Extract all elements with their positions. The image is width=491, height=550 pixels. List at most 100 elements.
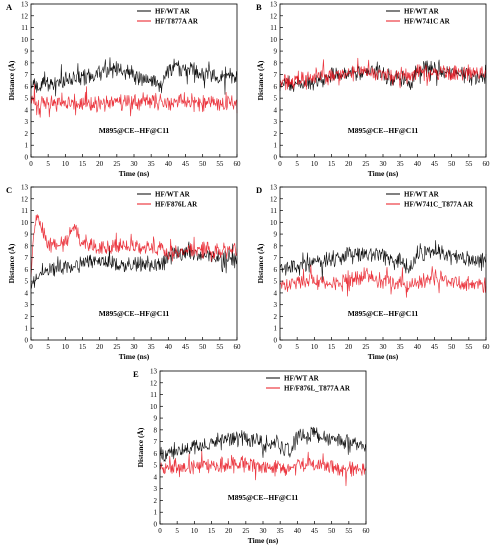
x-tick-label: 55 bbox=[465, 343, 473, 351]
y-tick-label: 3 bbox=[154, 485, 158, 493]
y-axis-label: Distance (Å) bbox=[7, 243, 16, 283]
x-tick-label: 5 bbox=[295, 160, 299, 168]
y-tick-label: 0 bbox=[274, 154, 278, 162]
x-tick-label: 45 bbox=[431, 160, 439, 168]
x-tick-label: 10 bbox=[62, 160, 70, 168]
x-tick-label: 25 bbox=[242, 527, 250, 535]
plot-annotation: M895@CE--HF@C11 bbox=[348, 309, 419, 318]
y-tick-label: 0 bbox=[154, 521, 158, 529]
y-tick-label: 6 bbox=[25, 83, 29, 91]
y-tick-label: 2 bbox=[25, 130, 29, 138]
x-tick-label: 10 bbox=[311, 160, 319, 168]
series-line-1 bbox=[159, 426, 367, 462]
plot-annotation: M895@CE--HF@C11 bbox=[99, 126, 170, 135]
x-tick-label: 20 bbox=[345, 343, 353, 351]
plot-annotation: M895@CE--HF@C11 bbox=[99, 309, 170, 318]
legend: HF/WT AR HF/T877A AR bbox=[137, 8, 199, 26]
x-tick-label: 0 bbox=[278, 343, 282, 351]
x-tick-label: 50 bbox=[199, 160, 207, 168]
y-tick-label: 0 bbox=[25, 154, 29, 162]
y-tick-label: 6 bbox=[154, 450, 158, 458]
y-tick-label: 12 bbox=[21, 12, 29, 20]
legend-label-1: HF/WT AR bbox=[404, 8, 440, 16]
x-tick-label: 5 bbox=[175, 527, 179, 535]
x-tick-label: 60 bbox=[483, 160, 491, 168]
plot-annotation: M895@CE--HF@C11 bbox=[348, 126, 419, 135]
y-tick-label: 9 bbox=[274, 231, 278, 239]
x-tick-label: 25 bbox=[362, 160, 370, 168]
y-tick-label: 1 bbox=[274, 325, 278, 333]
y-tick-label: 13 bbox=[21, 184, 29, 192]
y-tick-label: 3 bbox=[25, 118, 29, 126]
legend-label-2: HF/W741C_T877A AR bbox=[404, 201, 474, 209]
x-axis-label: Time (ns) bbox=[368, 352, 399, 361]
y-tick-label: 10 bbox=[21, 219, 29, 227]
y-tick-label: 2 bbox=[274, 313, 278, 321]
y-tick-label: 12 bbox=[270, 195, 278, 203]
x-tick-label: 10 bbox=[191, 527, 199, 535]
y-tick-label: 8 bbox=[274, 59, 278, 67]
y-tick-label: 6 bbox=[274, 266, 278, 274]
legend: HF/WT AR HF/W741C_T877A AR bbox=[386, 191, 474, 209]
panel-label: D bbox=[256, 185, 262, 195]
x-axis-label: Time (ns) bbox=[368, 169, 399, 178]
y-tick-label: 9 bbox=[25, 48, 29, 56]
series-line-2 bbox=[279, 264, 487, 298]
y-tick-label: 0 bbox=[25, 337, 29, 345]
legend-label-1: HF/WT AR bbox=[155, 191, 191, 199]
legend-label-2: HF/F876L AR bbox=[155, 201, 198, 209]
y-tick-label: 7 bbox=[274, 71, 278, 79]
series-line-2 bbox=[30, 83, 238, 118]
x-axis-label: Time (ns) bbox=[119, 352, 150, 361]
x-tick-label: 0 bbox=[29, 343, 33, 351]
y-tick-label: 12 bbox=[150, 379, 158, 387]
y-tick-label: 0 bbox=[274, 337, 278, 345]
x-tick-label: 10 bbox=[62, 343, 70, 351]
y-tick-label: 6 bbox=[274, 83, 278, 91]
y-tick-label: 1 bbox=[274, 142, 278, 150]
legend-label-1: HF/WT AR bbox=[404, 191, 440, 199]
y-axis-label: Distance (Å) bbox=[256, 60, 265, 100]
x-tick-label: 15 bbox=[79, 160, 87, 168]
x-tick-label: 55 bbox=[216, 343, 224, 351]
x-tick-label: 30 bbox=[380, 160, 388, 168]
y-tick-label: 2 bbox=[274, 130, 278, 138]
y-tick-label: 11 bbox=[21, 207, 28, 215]
y-tick-label: 10 bbox=[270, 36, 278, 44]
y-tick-label: 4 bbox=[274, 106, 278, 114]
y-tick-label: 12 bbox=[270, 12, 278, 20]
x-tick-label: 15 bbox=[328, 160, 336, 168]
y-axis-label: Distance (Å) bbox=[256, 243, 265, 283]
y-tick-label: 13 bbox=[270, 1, 278, 9]
y-tick-label: 5 bbox=[274, 278, 278, 286]
x-tick-label: 55 bbox=[216, 160, 224, 168]
y-tick-label: 12 bbox=[21, 195, 29, 203]
x-tick-label: 55 bbox=[465, 160, 473, 168]
y-tick-label: 5 bbox=[25, 278, 29, 286]
x-axis-label: Time (ns) bbox=[119, 169, 150, 178]
y-tick-label: 2 bbox=[25, 313, 29, 321]
legend: HF/WT AR HF/W741C AR bbox=[386, 8, 451, 26]
x-tick-label: 35 bbox=[148, 343, 156, 351]
y-tick-label: 4 bbox=[25, 289, 29, 297]
x-tick-label: 50 bbox=[199, 343, 207, 351]
legend-label-2: HF/W741C AR bbox=[404, 18, 451, 26]
x-tick-label: 30 bbox=[380, 343, 388, 351]
x-tick-label: 10 bbox=[311, 343, 319, 351]
y-tick-label: 5 bbox=[274, 95, 278, 103]
y-tick-label: 7 bbox=[154, 438, 158, 446]
x-tick-label: 25 bbox=[113, 343, 121, 351]
x-tick-label: 60 bbox=[483, 343, 491, 351]
panel-label: E bbox=[133, 369, 139, 379]
y-tick-label: 4 bbox=[154, 473, 158, 481]
y-axis-label: Distance (Å) bbox=[136, 427, 145, 467]
x-tick-label: 40 bbox=[294, 527, 302, 535]
y-tick-label: 13 bbox=[150, 368, 158, 376]
y-tick-label: 8 bbox=[25, 242, 29, 250]
x-tick-label: 60 bbox=[234, 160, 242, 168]
panel-label: A bbox=[6, 2, 13, 12]
